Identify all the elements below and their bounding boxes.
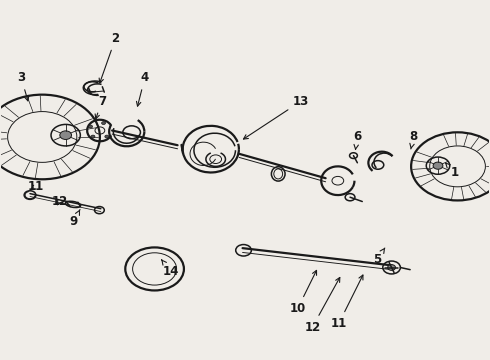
Text: 12: 12 bbox=[51, 195, 68, 208]
Circle shape bbox=[91, 135, 95, 138]
Circle shape bbox=[433, 162, 443, 169]
Text: 3: 3 bbox=[17, 71, 29, 101]
Text: 11: 11 bbox=[28, 180, 44, 193]
Text: 8: 8 bbox=[410, 130, 417, 149]
Circle shape bbox=[89, 125, 93, 128]
Circle shape bbox=[60, 131, 72, 139]
Circle shape bbox=[388, 265, 395, 270]
Text: 7: 7 bbox=[95, 95, 106, 119]
Text: 12: 12 bbox=[304, 278, 340, 333]
Text: 6: 6 bbox=[353, 130, 362, 149]
Text: 1: 1 bbox=[446, 163, 459, 179]
Text: 5: 5 bbox=[373, 248, 385, 266]
Text: 9: 9 bbox=[70, 210, 80, 228]
Text: 10: 10 bbox=[290, 270, 317, 315]
Text: 14: 14 bbox=[162, 260, 179, 278]
Text: 2: 2 bbox=[99, 32, 120, 83]
Circle shape bbox=[105, 135, 109, 138]
Text: 11: 11 bbox=[331, 275, 363, 330]
Text: 13: 13 bbox=[244, 95, 309, 139]
Text: 4: 4 bbox=[137, 71, 149, 106]
Circle shape bbox=[101, 122, 105, 125]
